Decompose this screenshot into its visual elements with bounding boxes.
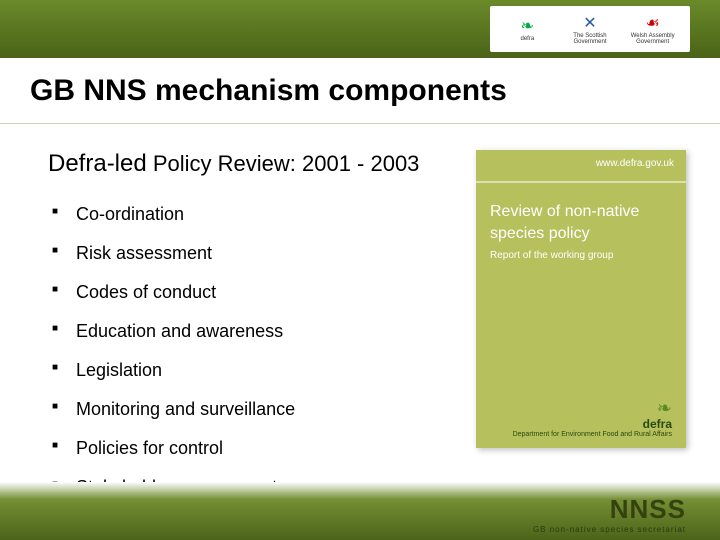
flag-icon: ✕ <box>583 13 596 33</box>
slide-title: GB NNS mechanism components <box>30 74 507 108</box>
list-item: Education and awareness <box>76 321 468 342</box>
bullet-list: Co-ordination Risk assessment Codes of c… <box>48 204 468 498</box>
cover-footer: ❧ defra Department for Environment Food … <box>476 389 686 448</box>
top-band: ❧ defra ✕ The Scottish Government ☙ Wels… <box>0 0 720 58</box>
list-item: Co-ordination <box>76 204 468 225</box>
welsh-assembly-logo: ☙ Welsh Assembly Government <box>625 11 680 47</box>
defra-logo: ❧ defra <box>500 11 555 47</box>
title-bar: GB NNS mechanism components <box>0 58 720 124</box>
list-item: Codes of conduct <box>76 282 468 303</box>
welsh-assembly-label: Welsh Assembly Government <box>625 33 680 45</box>
partner-logo-strip: ❧ defra ✕ The Scottish Government ☙ Wels… <box>490 6 690 52</box>
cover-subtitle: Report of the working group <box>476 244 686 267</box>
leaf-icon: ❧ <box>521 16 534 36</box>
nnss-acronym: NNSS <box>533 494 686 525</box>
cover-divider <box>476 181 686 183</box>
cover-brand: defra <box>643 417 672 431</box>
subtitle: Defra-led Policy Review: 2001 - 2003 <box>48 150 468 178</box>
list-item: Policies for control <box>76 438 468 459</box>
cover-defra-mark: ❧ defra Department for Environment Food … <box>513 399 672 438</box>
report-cover-image: www.defra.gov.uk Review of non-native sp… <box>476 150 686 448</box>
cover-title: Review of non-native species policy <box>476 201 686 244</box>
leaf-icon: ❧ <box>657 399 672 417</box>
subtitle-lead: Defra-led <box>48 150 147 177</box>
scottish-gov-logo: ✕ The Scottish Government <box>562 11 617 47</box>
nnss-logo: NNSS GB non-native species secretariat <box>533 494 686 534</box>
list-item: Legislation <box>76 360 468 381</box>
cover-url: www.defra.gov.uk <box>476 150 686 177</box>
main-content: Defra-led Policy Review: 2001 - 2003 Co-… <box>48 150 468 516</box>
list-item: Risk assessment <box>76 243 468 264</box>
scottish-gov-label: The Scottish Government <box>562 33 617 45</box>
defra-logo-label: defra <box>520 36 534 42</box>
nnss-tagline: GB non-native species secretariat <box>533 525 686 534</box>
subtitle-rest: Policy Review: 2001 - 2003 <box>147 151 420 176</box>
cover-brand-tag: Department for Environment Food and Rura… <box>513 431 672 438</box>
list-item: Monitoring and surveillance <box>76 399 468 420</box>
footer-band: NNSS GB non-native species secretariat <box>0 482 720 540</box>
dragon-icon: ☙ <box>645 13 659 33</box>
